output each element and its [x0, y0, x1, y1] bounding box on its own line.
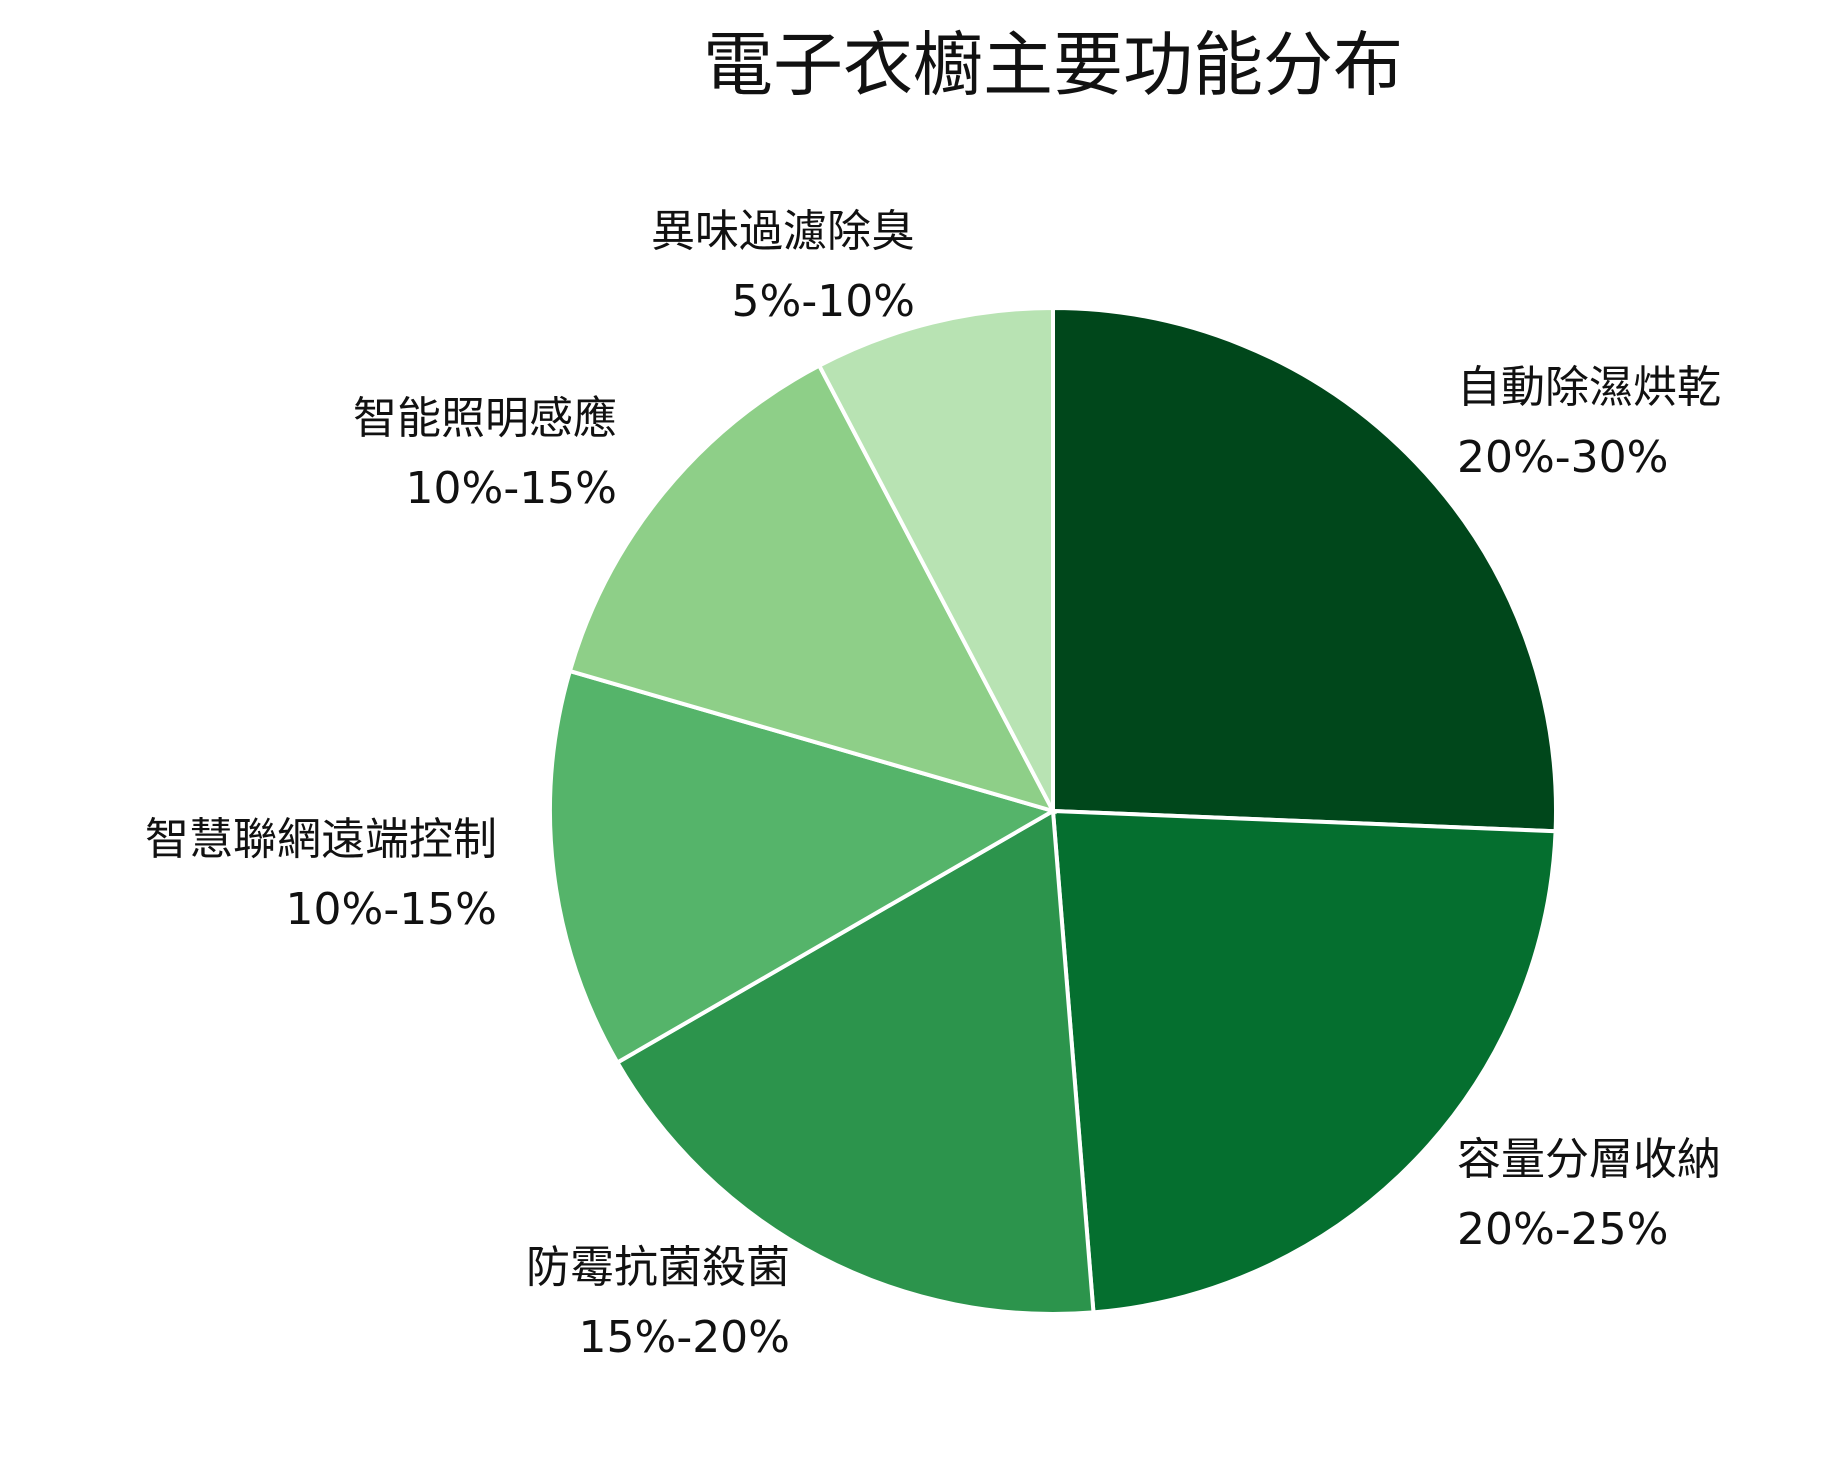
slice-label: 智慧聯網遠端控制 [145, 814, 497, 865]
value-label: 20%-30% [1457, 432, 1668, 483]
pie-slice [816, 305, 1055, 812]
pie-slice [1050, 808, 1558, 1315]
value-label: 10%-15% [406, 463, 617, 514]
slice-label: 異味過濾除臭 [651, 206, 915, 257]
slice-label: 自動除濕烘乾 [1457, 362, 1721, 413]
slice-label: 智能照明感應 [353, 393, 617, 444]
pie-slice [567, 362, 1057, 815]
value-label: 5%-10% [732, 276, 915, 327]
pie-slice [614, 807, 1096, 1316]
value-label: 20%-25% [1457, 1204, 1668, 1255]
pie-slice [1051, 305, 1558, 834]
pie-slice [548, 668, 1059, 1066]
slice-label: 容量分層收納 [1457, 1134, 1721, 1185]
value-label: 15%-20% [579, 1312, 790, 1363]
slice-label: 防霉抗菌殺菌 [526, 1242, 790, 1293]
chart-title: 電子衣櫥主要功能分布 [703, 24, 1403, 106]
value-label: 10%-15% [286, 884, 497, 935]
